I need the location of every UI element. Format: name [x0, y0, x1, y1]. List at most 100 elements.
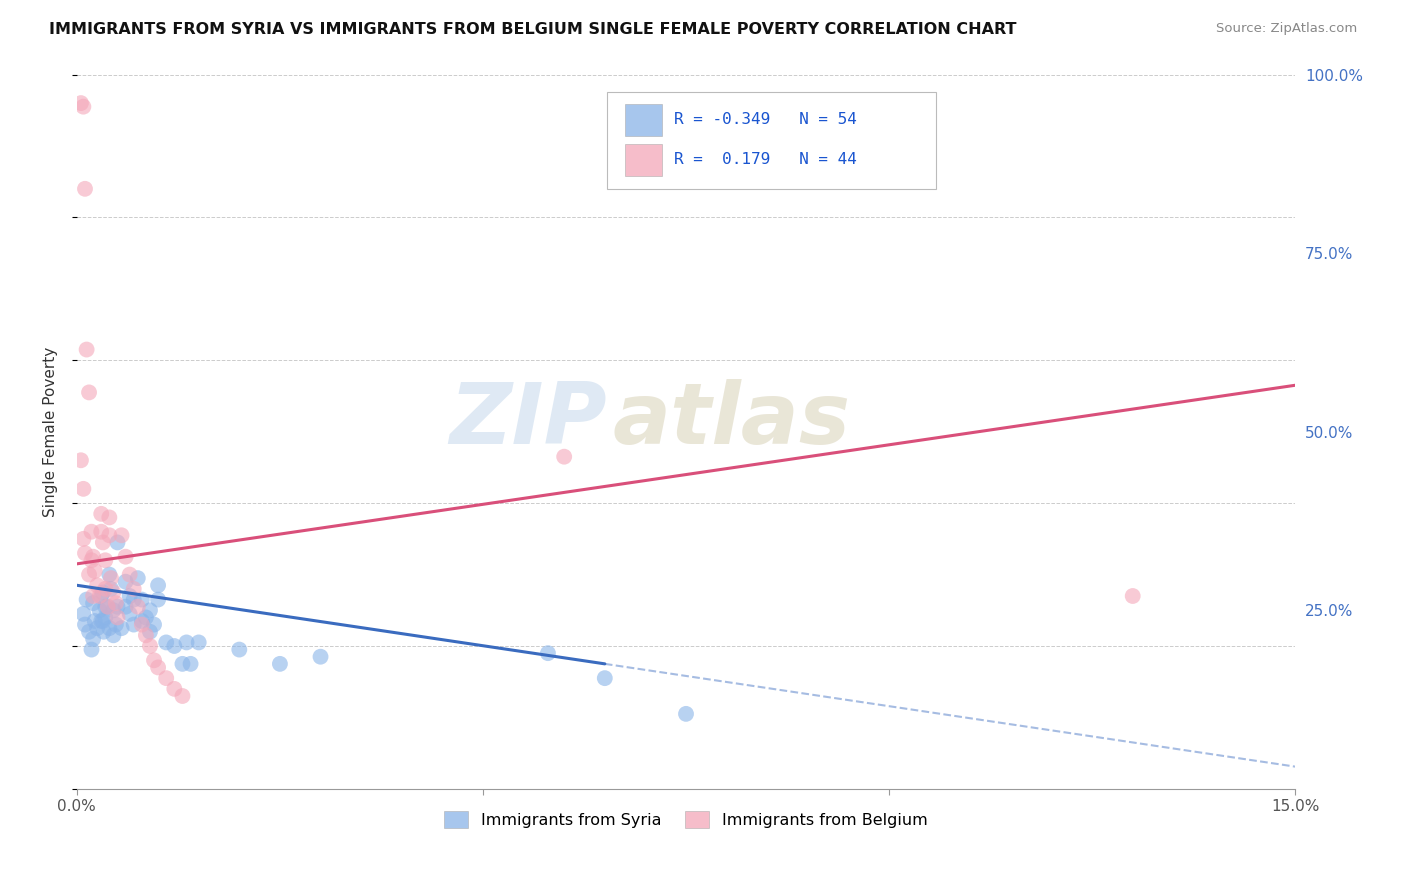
Point [94, 582, 117, 596]
Point [82, 632, 104, 646]
Point [90, 524, 112, 539]
Point [127, 599, 149, 614]
Point [269, 657, 291, 671]
Point [103, 628, 125, 642]
Point [122, 582, 145, 596]
Point [107, 610, 129, 624]
Point [72, 100, 94, 114]
Point [146, 592, 169, 607]
Text: atlas: atlas [613, 379, 851, 462]
Point [80, 642, 103, 657]
Point [86, 621, 108, 635]
Point [139, 603, 162, 617]
Text: IMMIGRANTS FROM SYRIA VS IMMIGRANTS FROM BELGIUM SINGLE FEMALE POVERTY CORRELATI: IMMIGRANTS FROM SYRIA VS IMMIGRANTS FROM… [49, 22, 1017, 37]
Point [114, 574, 136, 589]
Point [73, 546, 96, 560]
Point [103, 603, 125, 617]
Point [76, 592, 98, 607]
Point [127, 571, 149, 585]
Point [104, 617, 127, 632]
Point [70, 96, 93, 111]
Legend: Immigrants from Syria, Immigrants from Belgium: Immigrants from Syria, Immigrants from B… [437, 805, 934, 834]
Point [97, 599, 120, 614]
Point [76, 343, 98, 357]
Point [228, 642, 250, 657]
Point [163, 639, 186, 653]
Text: ZIP: ZIP [449, 379, 607, 462]
Point [77, 567, 100, 582]
Point [73, 617, 96, 632]
Point [118, 567, 141, 582]
Point [90, 589, 112, 603]
Point [1122, 589, 1144, 603]
Point [114, 549, 136, 564]
Point [155, 671, 177, 685]
Point [135, 610, 157, 624]
Point [82, 549, 104, 564]
Point [83, 564, 105, 578]
FancyBboxPatch shape [626, 103, 662, 136]
Point [309, 649, 332, 664]
Point [553, 450, 575, 464]
Point [82, 589, 104, 603]
Point [72, 607, 94, 621]
Point [93, 624, 115, 639]
Point [70, 453, 93, 467]
Point [86, 578, 108, 592]
Y-axis label: Single Female Poverty: Single Female Poverty [44, 347, 58, 516]
Point [91, 535, 114, 549]
Point [80, 553, 103, 567]
Point [103, 585, 125, 599]
Text: R = -0.349   N = 54: R = -0.349 N = 54 [673, 112, 856, 128]
Point [131, 614, 153, 628]
Point [675, 706, 697, 721]
Point [593, 671, 616, 685]
Point [172, 689, 194, 703]
Point [122, 617, 145, 632]
Point [89, 603, 111, 617]
Point [77, 385, 100, 400]
Point [80, 524, 103, 539]
Point [98, 567, 121, 582]
Point [94, 610, 117, 624]
Point [104, 596, 127, 610]
Point [110, 621, 132, 635]
Text: Source: ZipAtlas.com: Source: ZipAtlas.com [1216, 22, 1357, 36]
Point [143, 617, 166, 632]
Point [176, 635, 198, 649]
Point [91, 614, 114, 628]
Point [90, 507, 112, 521]
Text: R =  0.179   N = 44: R = 0.179 N = 44 [673, 153, 856, 168]
Point [72, 482, 94, 496]
FancyBboxPatch shape [607, 93, 936, 189]
Point [94, 553, 117, 567]
Point [172, 657, 194, 671]
Point [114, 599, 136, 614]
Point [537, 646, 560, 660]
Point [139, 639, 162, 653]
Point [97, 599, 120, 614]
Point [180, 657, 202, 671]
Point [98, 621, 121, 635]
Point [107, 599, 129, 614]
Point [143, 653, 166, 667]
Point [139, 624, 162, 639]
Point [90, 614, 112, 628]
Point [72, 532, 94, 546]
Point [163, 681, 186, 696]
Point [135, 628, 157, 642]
Point [122, 592, 145, 607]
Point [91, 585, 114, 599]
Point [146, 660, 169, 674]
Point [82, 596, 104, 610]
Point [187, 635, 209, 649]
Point [100, 582, 122, 596]
Point [107, 535, 129, 549]
Point [77, 624, 100, 639]
Point [118, 589, 141, 603]
Point [83, 614, 105, 628]
Point [98, 510, 121, 524]
Point [94, 599, 117, 614]
Point [146, 578, 169, 592]
Point [100, 571, 122, 585]
